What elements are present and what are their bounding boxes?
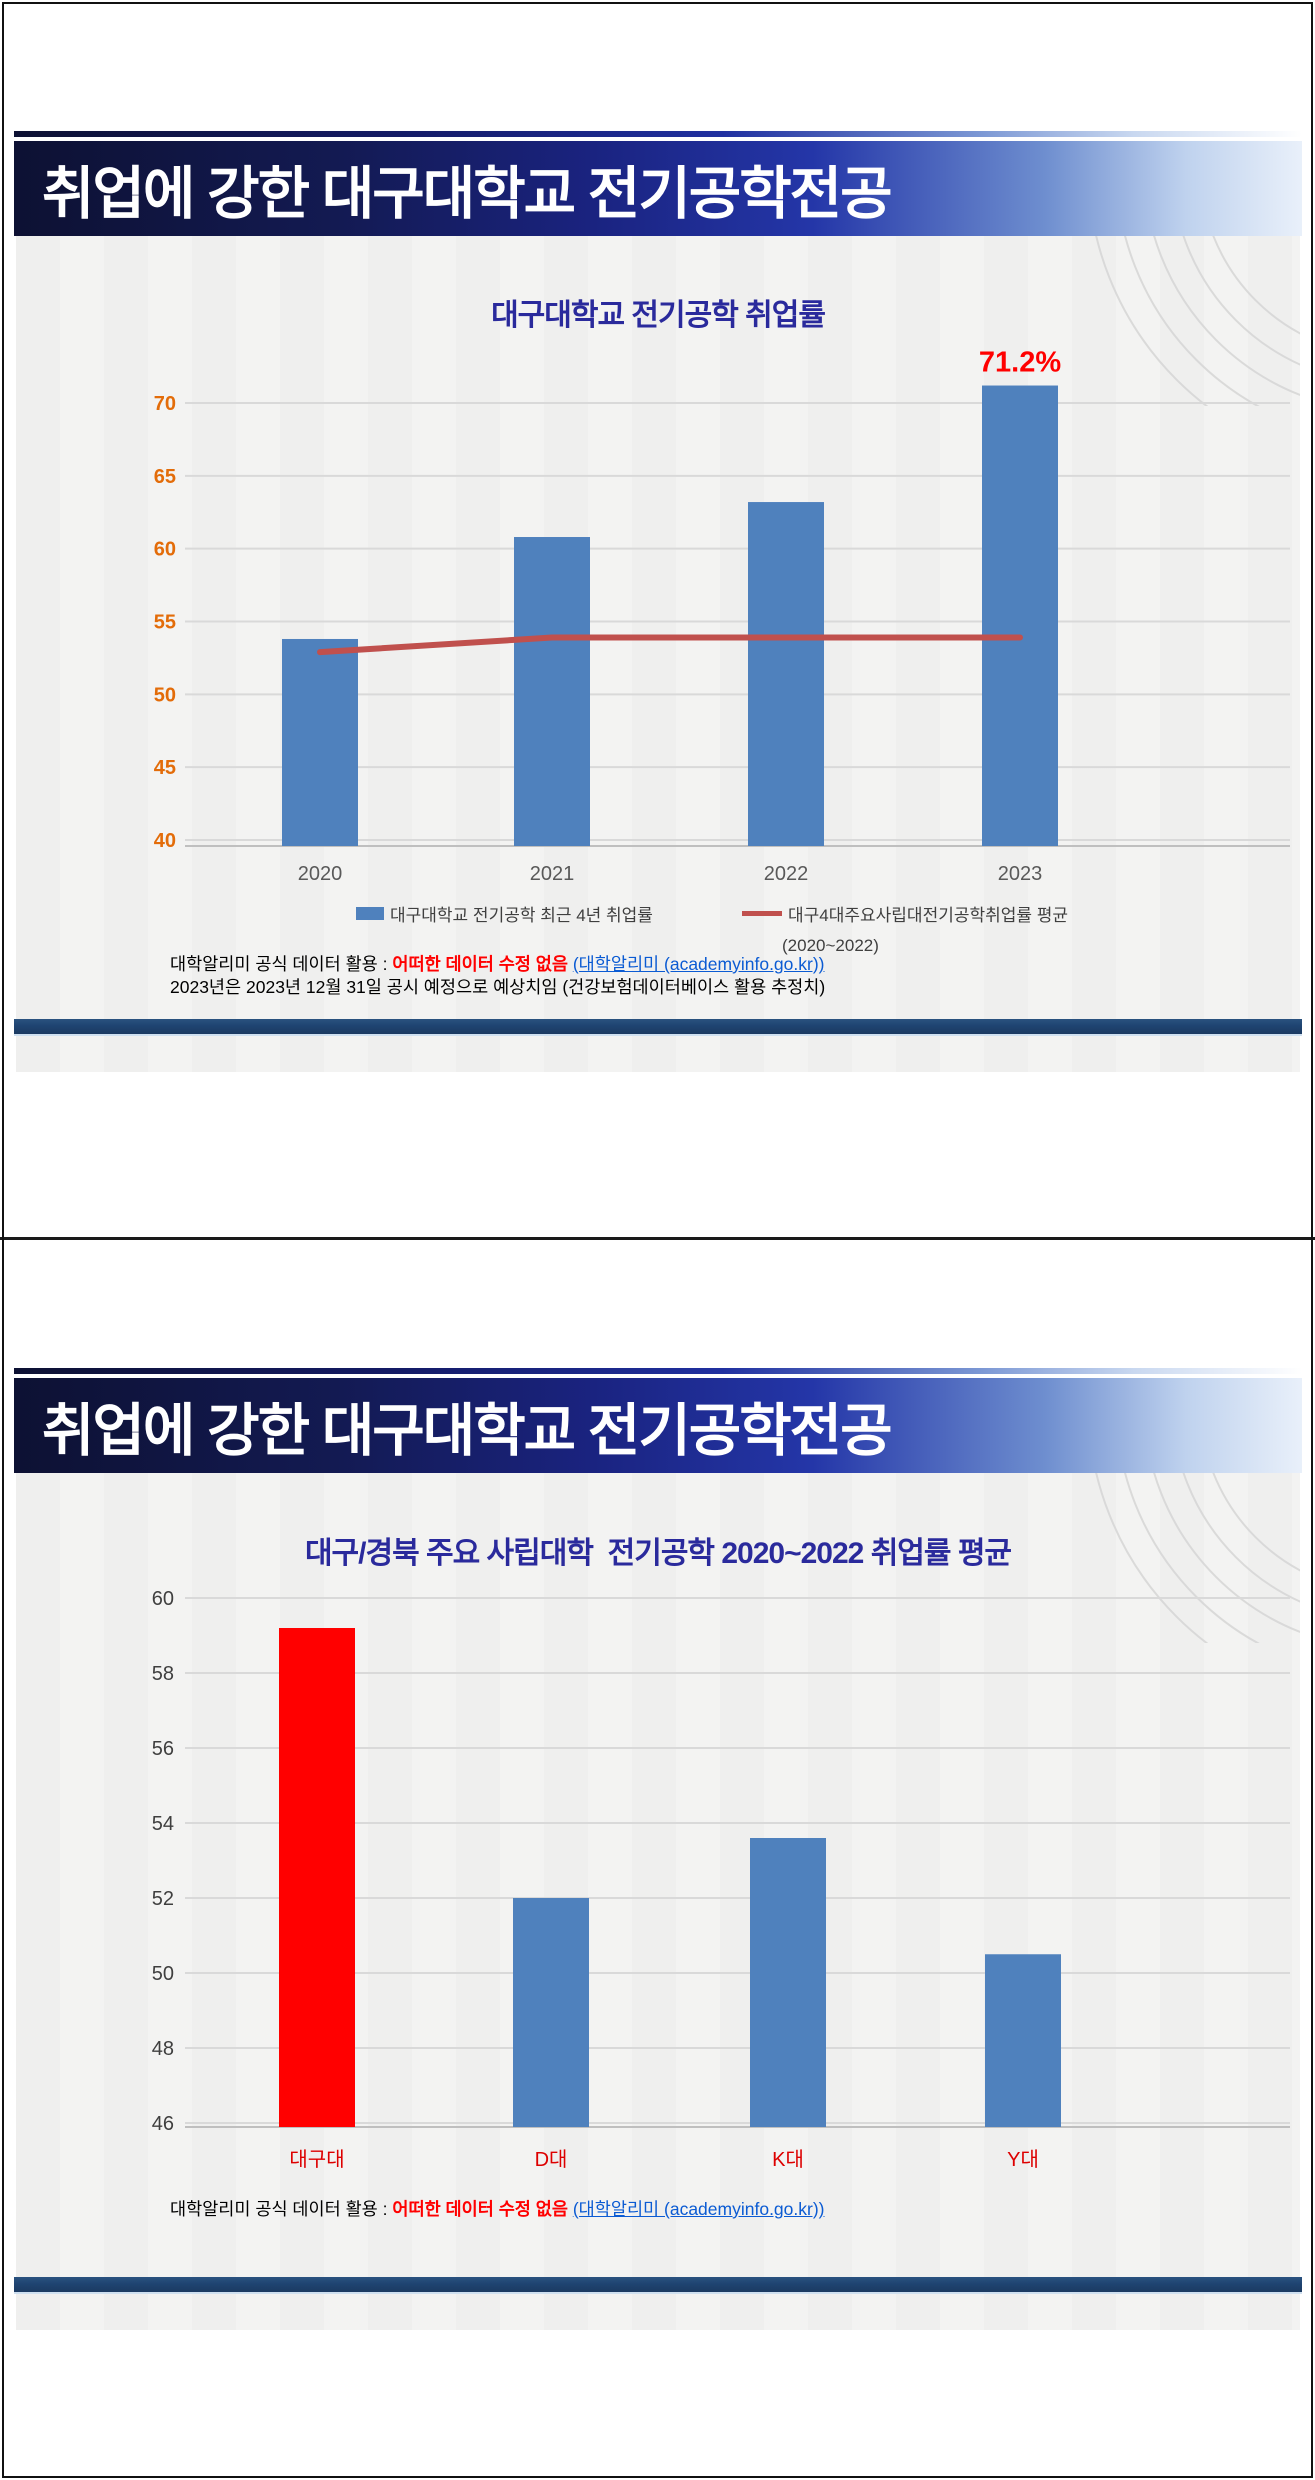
chart2-ytick-52: 52: [152, 1888, 174, 1910]
chart1-ytick-45: 45: [154, 757, 176, 779]
chart2-bar-K대: [750, 1838, 826, 2127]
chart1-trend-line: [317, 634, 1023, 656]
chart1-bar-2020: [282, 638, 358, 846]
chart2-bar-대구대: [279, 1628, 355, 2127]
slide2-content-panel: [16, 1473, 1300, 2330]
slide1-accent-line: [14, 131, 1302, 137]
chart1-xlabel-2022: 2022: [764, 863, 809, 885]
slide1-footer-line1: 대학알리미 공식 데이터 활용 : 어떠한 데이터 수정 없음 (대학알리미 (…: [170, 953, 825, 976]
slide1-banner-title: 취업에 강한 대구대학교 전기공학전공: [42, 161, 893, 226]
page-divider: [0, 1237, 1315, 1240]
chart1-legend-line-entry: 대구4대주요사립대전기공학취업률 평균: [742, 901, 1068, 926]
chart2-ytick-48: 48: [152, 2038, 174, 2060]
chart2-xlabel-K대: K대: [772, 2148, 804, 2171]
chart1-xlabel-2021: 2021: [530, 863, 575, 885]
chart2-ytick-58: 58: [152, 1663, 174, 1685]
chart1-ytick-60: 60: [154, 539, 176, 561]
slide1-bottom-bar: [14, 1019, 1302, 1036]
slide2-footer-line1: 대학알리미 공식 데이터 활용 : 어떠한 데이터 수정 없음 (대학알리미 (…: [170, 2198, 825, 2221]
legend-bar-label: 대구대학교 전기공학 최근 4년 취업률: [390, 906, 653, 925]
slide2-accent-line: [14, 1368, 1302, 1374]
chart1-title: 대구대학교 전기공학 취업률: [491, 299, 826, 332]
chart2-ytick-50: 50: [152, 1963, 174, 1985]
chart1-legend-bar-entry: 대구대학교 전기공학 최근 4년 취업률: [356, 901, 653, 926]
chart1-bar-2023: [982, 385, 1058, 846]
footer-no-edit-text: 어떠한 데이터 수정 없음: [392, 2199, 573, 2219]
chart1-legend-period-note: (2020~2022): [782, 936, 879, 955]
slide1-footer-line2: 2023년은 2023년 12월 31일 공시 예정으로 예상치임 (건강보험데…: [170, 977, 826, 997]
chart2-bar-D대: [513, 1898, 589, 2127]
footer-source-text: 대학알리미 공식 데이터 활용 :: [170, 2199, 393, 2219]
footer-source-text: 대학알리미 공식 데이터 활용 :: [170, 954, 393, 974]
slide2-banner-title: 취업에 강한 대구대학교 전기공학전공: [42, 1398, 893, 1463]
chart2-ytick-54: 54: [152, 1813, 174, 1835]
slide1-title-banner: 취업에 강한 대구대학교 전기공학전공: [14, 141, 1302, 236]
slide2-footer: 대학알리미 공식 데이터 활용 : 어떠한 데이터 수정 없음 (대학알리미 (…: [170, 2198, 825, 2221]
chart1-annotation: 71.2%: [979, 347, 1061, 379]
slide2-title-banner: 취업에 강한 대구대학교 전기공학전공: [14, 1378, 1302, 1473]
chart2-xlabel-D대: D대: [535, 2148, 568, 2171]
chart1-ytick-50: 50: [154, 684, 176, 706]
footer-no-edit-text: 어떠한 데이터 수정 없음: [392, 954, 573, 974]
chart2-title: 대구/경북 주요 사립대학 전기공학 2020~2022 취업률 평균: [304, 1537, 1012, 1570]
chart1-ytick-70: 70: [154, 393, 176, 415]
chart1-bar-2022: [748, 502, 824, 846]
chart1-xlabel-2023: 2023: [998, 863, 1043, 885]
chart2-xlabel-대구대: 대구대: [289, 2148, 344, 2171]
academyinfo-link[interactable]: (대학알리미 (academyinfo.go.kr)): [572, 954, 825, 974]
chart2-bar-Y대: [985, 1954, 1061, 2127]
chart1-ytick-40: 40: [154, 830, 176, 852]
chart2-ytick-60: 60: [152, 1588, 174, 1610]
chart2-ytick-56: 56: [152, 1738, 174, 1760]
slide1-content-panel: [16, 236, 1300, 1072]
chart2-xlabel-Y대: Y대: [1007, 2148, 1039, 2171]
slide2-bottom-bar: [14, 2277, 1302, 2294]
chart2-ytick-46: 46: [152, 2113, 174, 2135]
legend-bar-swatch: [356, 907, 384, 920]
chart1-ytick-55: 55: [154, 612, 176, 634]
academyinfo-link[interactable]: (대학알리미 (academyinfo.go.kr)): [572, 2199, 825, 2219]
legend-line-swatch: [742, 911, 782, 916]
legend-line-label: 대구4대주요사립대전기공학취업률 평균: [788, 906, 1069, 925]
chart1-ytick-65: 65: [154, 466, 176, 488]
slide1-footer: 대학알리미 공식 데이터 활용 : 어떠한 데이터 수정 없음 (대학알리미 (…: [170, 953, 825, 999]
chart1-bar-2021: [514, 537, 590, 846]
chart1-xlabel-2020: 2020: [298, 863, 343, 885]
